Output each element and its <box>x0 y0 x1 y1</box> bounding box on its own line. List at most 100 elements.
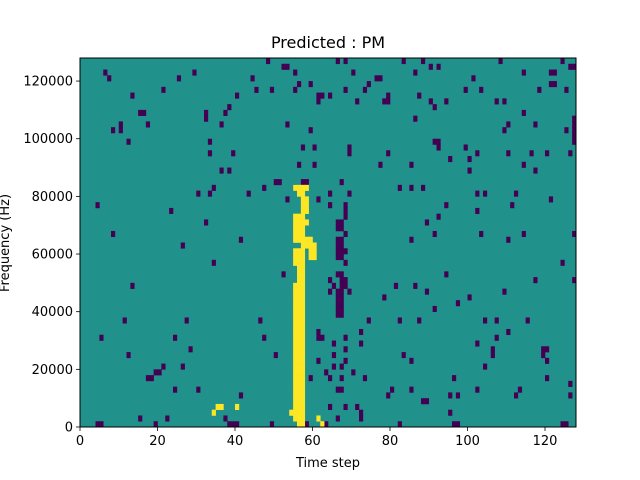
heatmap-cell-high <box>293 392 298 399</box>
heatmap-cell-low <box>153 421 158 428</box>
heatmap-cell-low <box>192 69 197 76</box>
heatmap-cell-low <box>328 375 333 382</box>
heatmap-cell-low <box>494 317 499 324</box>
heatmap-cell-low <box>409 357 414 364</box>
heatmap-cell-low <box>502 288 507 295</box>
heatmap-cell-low <box>521 161 526 168</box>
heatmap-cell-low <box>514 190 519 197</box>
heatmap-cell-low <box>262 184 267 191</box>
heatmap-cell-high <box>297 369 302 376</box>
heatmap-cell-low <box>339 288 344 295</box>
heatmap-cell-low <box>238 392 244 399</box>
heatmap-cell-low <box>130 92 135 99</box>
heatmap-cell-low <box>165 415 170 422</box>
heatmap-cell-high <box>297 340 302 347</box>
heatmap-cell-low <box>548 69 554 76</box>
heatmap-cell-high <box>300 403 306 411</box>
heatmap-cell-low <box>347 190 352 197</box>
heatmap-cell-low <box>548 196 554 203</box>
heatmap-cell-low <box>297 161 302 168</box>
heatmap-cell-high <box>300 409 306 416</box>
heatmap-cell-low <box>153 369 158 376</box>
heatmap-cell-low <box>529 150 534 157</box>
heatmap-cell-low <box>397 421 402 428</box>
heatmap-cell-high <box>300 294 306 301</box>
heatmap-cell-low <box>572 230 577 238</box>
heatmap-cell-high <box>293 323 298 330</box>
heatmap-cell-low <box>157 369 162 376</box>
heatmap-cell-low <box>533 121 538 128</box>
heatmap-cell-low <box>196 386 201 393</box>
heatmap-cell-low <box>227 167 232 174</box>
heatmap-cell-high <box>297 225 302 232</box>
y-axis-label: Frequency (Hz) <box>0 194 13 292</box>
heatmap-cell-high <box>293 305 298 312</box>
heatmap-cell-low <box>533 277 538 284</box>
heatmap-cell-high <box>312 242 317 249</box>
heatmap-cell-low <box>173 334 178 341</box>
heatmap-cell-low <box>316 328 321 336</box>
heatmap-cell-high <box>293 409 298 416</box>
heatmap-cell-high <box>293 415 298 422</box>
heatmap-cell-low <box>417 92 422 99</box>
heatmap-cell-low <box>339 375 344 382</box>
heatmap-cell-low <box>308 127 313 134</box>
heatmap-cell-low <box>328 403 333 411</box>
heatmap-cell-low <box>273 352 278 359</box>
heatmap-cell-low <box>320 334 325 341</box>
heatmap-cell-low <box>533 167 538 174</box>
heatmap-cell-high <box>293 340 298 347</box>
heatmap-cell-high <box>293 346 298 353</box>
heatmap-cell-high <box>300 254 306 261</box>
heatmap-cell-low <box>331 363 337 370</box>
heatmap-cell-low <box>269 86 275 93</box>
heatmap-cell-low <box>475 340 480 347</box>
heatmap-cell-low <box>362 375 368 382</box>
heatmap-cell-low <box>343 277 348 284</box>
heatmap-cell-low <box>343 403 348 411</box>
heatmap-cell-high <box>304 202 309 209</box>
heatmap-cell-low <box>421 398 426 405</box>
heatmap-cell-low <box>475 207 480 214</box>
heatmap-cell-low <box>312 161 317 168</box>
heatmap-cell-low <box>339 242 344 249</box>
heatmap-cell-low <box>475 150 480 157</box>
heatmap-cell-high <box>293 317 298 324</box>
heatmap-cell-low <box>169 207 174 214</box>
heatmap-cell-low <box>475 386 480 393</box>
heatmap-cell-high <box>297 380 302 387</box>
heatmap-cell-low <box>273 179 278 186</box>
heatmap-cell-low <box>343 346 348 353</box>
heatmap-cell-high <box>308 248 313 255</box>
heatmap-cell-low <box>397 184 402 191</box>
heatmap-cell-high <box>300 328 306 336</box>
heatmap-cell-low <box>207 150 213 157</box>
heatmap-cell-low <box>122 317 127 324</box>
heatmap-cell-low <box>382 294 387 301</box>
heatmap-cell-low <box>545 150 550 157</box>
heatmap-cell-low <box>219 121 224 128</box>
heatmap-cell-low <box>521 109 526 116</box>
heatmap-cell-high <box>297 288 302 295</box>
heatmap-cell-high <box>297 300 302 307</box>
heatmap-cell-low <box>95 202 100 209</box>
heatmap-cell-high <box>293 386 298 393</box>
plot-area <box>79 57 577 428</box>
heatmap-cell-low <box>324 421 329 428</box>
heatmap-cell-high <box>293 259 298 266</box>
y-tick-label: 20000 <box>32 363 73 378</box>
heatmap-cell-low <box>506 121 511 128</box>
heatmap-cell-low <box>343 248 348 255</box>
heatmap-cell-low <box>444 202 449 209</box>
heatmap-cell-low <box>409 236 414 243</box>
heatmap-cell-high <box>293 311 298 318</box>
heatmap-cell-low <box>362 86 368 93</box>
y-tick-label: 100000 <box>23 132 73 147</box>
heatmap-cell-high <box>297 311 302 318</box>
heatmap-cell-low <box>339 179 344 186</box>
heatmap-cell-high <box>300 357 306 364</box>
heatmap-cell-high <box>215 403 220 411</box>
heatmap-cell-low <box>339 219 344 226</box>
y-tick-label: 60000 <box>32 248 73 263</box>
